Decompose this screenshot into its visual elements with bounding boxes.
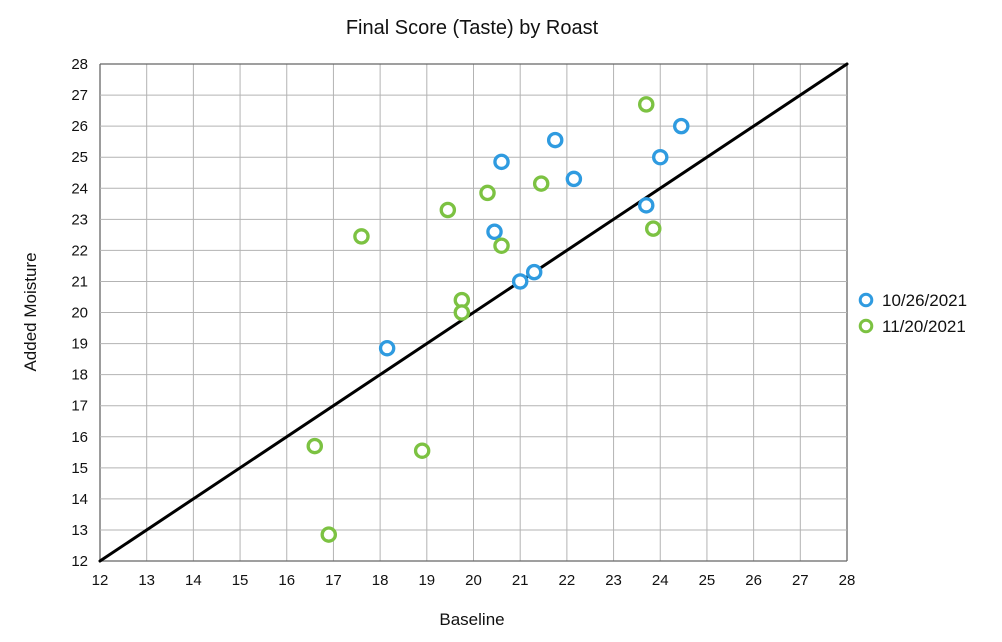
y-tick-label: 13	[71, 522, 88, 539]
data-point-series-1	[511, 273, 529, 290]
y-tick-label: 24	[71, 180, 88, 197]
reference-line-layer	[98, 62, 849, 563]
legend: 10/26/2021 11/20/2021	[858, 291, 967, 336]
x-tick-label: 23	[605, 572, 622, 589]
grid-lines	[99, 63, 848, 562]
y-tick-label: 21	[71, 273, 88, 290]
legend-marker	[858, 318, 874, 334]
data-points	[306, 96, 690, 543]
data-point-series-2	[644, 220, 662, 237]
data-point-series-2	[453, 304, 471, 321]
chart-title: Final Score (Taste) by Roast	[346, 17, 599, 39]
x-tick-label: 22	[559, 572, 576, 589]
x-tick-label: 26	[745, 572, 762, 589]
x-tick-label: 21	[512, 572, 529, 589]
y-tick-label: 28	[71, 56, 88, 73]
x-tick-label: 13	[138, 572, 155, 589]
y-axis-title: Added Moisture	[21, 252, 40, 371]
y-tick-label: 16	[71, 429, 88, 446]
legend-label: 11/20/2021	[882, 317, 966, 336]
data-point-series-2	[493, 237, 510, 254]
x-tick-label: 17	[325, 572, 342, 589]
data-point-series-2	[532, 175, 550, 192]
x-tick-label: 18	[372, 572, 389, 589]
y-tick-label: 27	[71, 87, 88, 104]
y-tick-label: 15	[71, 460, 88, 477]
data-point-series-1	[378, 339, 396, 357]
x-tick-label: 24	[652, 572, 669, 589]
x-tick-label: 19	[418, 572, 435, 589]
y-tick-label: 19	[71, 336, 88, 353]
data-point-series-1	[525, 263, 543, 281]
data-point-series-1	[493, 153, 510, 171]
x-tick-label: 14	[185, 572, 202, 589]
data-point-series-1	[652, 148, 669, 166]
y-tick-label: 23	[71, 211, 88, 228]
reference-line	[98, 62, 849, 563]
y-tick-label: 26	[71, 118, 88, 135]
x-tick-label: 28	[839, 572, 856, 589]
x-tick-label: 15	[232, 572, 249, 589]
y-tick-label: 20	[71, 305, 88, 322]
data-point-series-2	[479, 184, 496, 202]
y-tick-label: 14	[71, 491, 88, 508]
legend-label: 10/26/2021	[882, 291, 967, 310]
data-point-series-2	[306, 437, 324, 455]
data-point-series-2	[637, 96, 655, 113]
x-tick-label: 27	[792, 572, 809, 589]
data-point-series-1	[673, 117, 690, 135]
y-tick-label: 18	[71, 367, 88, 384]
x-axis-title: Baseline	[439, 610, 504, 629]
data-point-series-1	[565, 170, 583, 188]
y-tick-label: 17	[71, 398, 88, 415]
y-tick-label: 25	[71, 149, 88, 166]
data-point-series-1	[546, 131, 564, 149]
data-point-series-2	[439, 201, 457, 219]
legend-marker	[858, 292, 874, 308]
y-tick-label: 22	[71, 242, 88, 259]
x-tick-label: 16	[278, 572, 295, 589]
x-tick-label: 20	[465, 572, 482, 589]
data-point-series-2	[413, 442, 431, 459]
x-tick-label: 12	[92, 572, 109, 589]
y-tick-label: 12	[71, 553, 88, 570]
data-point-series-2	[320, 526, 338, 543]
data-point-series-2	[353, 228, 370, 245]
tick-labels: 12 13 14 15 16 17 18 19 20 21 22 23 24 25 26 27 28 12 13 14…	[71, 56, 855, 589]
x-tick-label: 25	[699, 572, 716, 589]
data-point-series-1	[637, 197, 655, 214]
data-point-series-1	[486, 223, 503, 240]
